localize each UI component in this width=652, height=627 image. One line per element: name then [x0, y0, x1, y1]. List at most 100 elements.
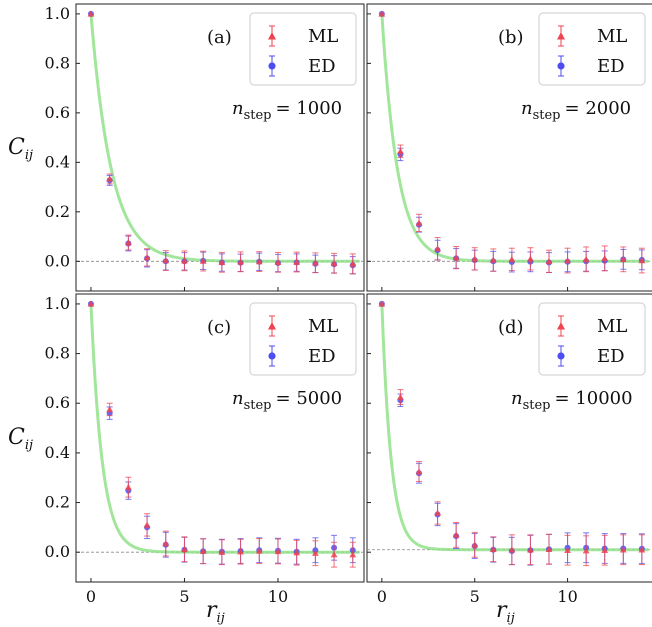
legend-label-ml: ML: [308, 26, 338, 47]
y-tick-label: 0.6: [45, 103, 70, 122]
x-axis-label: rij: [496, 598, 515, 626]
series-ml: [378, 10, 646, 274]
data-point-ml: [545, 257, 553, 265]
plot-frame: [366, 293, 652, 583]
data-point-ml: [508, 546, 516, 553]
data-point-ml: [397, 147, 404, 154]
data-point-ml: [218, 258, 226, 266]
data-point-ml: [293, 258, 301, 265]
data-point-ml: [564, 257, 571, 264]
y-tick-label: 0.0: [45, 542, 70, 561]
panel-a: 0.0 0.2 0.4 0.6 0.8 1.0 (a) ML ED nstep = 1000 Cij: [8, 3, 365, 292]
data-point-ml: [638, 546, 646, 553]
nstep-annotation: nstep = 5000: [232, 388, 342, 413]
nstep-annotation-symbol: n: [232, 388, 244, 409]
nstep-annotation-subscript: step: [244, 398, 272, 413]
y-axis-label-subscript: ij: [25, 148, 33, 163]
data-point-ml: [452, 531, 460, 538]
data-point-ml: [601, 254, 609, 262]
nstep-annotation-value: = 2000: [565, 98, 632, 119]
data-point-ml: [124, 483, 132, 490]
data-point-ml: [527, 255, 534, 262]
panel-d: 0 5 10 (d) ML ED nstep = 10000 rij: [366, 293, 652, 626]
data-point-ml: [397, 393, 404, 400]
x-axis-label: rij: [206, 598, 225, 626]
data-point-ml: [619, 255, 627, 263]
data-point-ml: [349, 551, 357, 558]
panel-c: 0.0 0.2 0.4 0.6 0.8 1.0 0 5 10 (c) ML ED nstep = 5000…: [8, 293, 365, 626]
x-tick-label: 10: [557, 587, 577, 606]
y-axis-label-subscript: ij: [25, 438, 33, 453]
panel-label: (b): [498, 27, 524, 48]
legend-label-ed: ED: [597, 346, 625, 367]
x-tick-label: 10: [268, 587, 288, 606]
legend-marker-ml: [268, 322, 276, 330]
data-point-ml: [564, 546, 571, 553]
data-point-ml: [489, 545, 497, 552]
data-point-ml: [124, 239, 132, 246]
data-point-ml: [181, 257, 188, 264]
nstep-annotation-symbol: n: [232, 98, 244, 119]
legend-marker-ed: [268, 62, 276, 70]
series-ml: [87, 300, 357, 568]
nstep-annotation-symbol: n: [511, 388, 523, 409]
y-axis-label: Cij: [8, 425, 33, 453]
data-point-ml: [237, 258, 244, 265]
y-tick-label: 0.2: [45, 493, 70, 512]
legend-label-ml: ML: [597, 26, 627, 47]
data-point-ml: [311, 549, 319, 556]
data-point-ml: [199, 257, 207, 264]
plot-frame: [75, 293, 365, 583]
y-tick-label: 0.4: [45, 443, 70, 462]
data-point-ml: [452, 254, 460, 261]
data-point-ml: [349, 260, 357, 267]
legend-label-ml: ML: [308, 316, 338, 337]
data-point-ml: [434, 509, 441, 516]
data-point-ml: [181, 545, 188, 552]
data-point-ml: [311, 259, 319, 266]
x-tick-label: 0: [86, 587, 96, 606]
data-point-ml: [619, 546, 627, 553]
data-point-ml: [378, 300, 386, 307]
data-point-ml: [415, 468, 423, 475]
nstep-annotation: nstep = 2000: [521, 98, 631, 123]
y-axis-label: Cij: [8, 135, 33, 163]
y-tick-label: 0.0: [45, 251, 70, 270]
legend-label-ed: ED: [597, 56, 625, 77]
legend-marker-ml: [268, 32, 276, 40]
legend-marker-ed: [557, 62, 565, 70]
y-tick-label: 0.6: [45, 393, 70, 412]
panel-label: (c): [207, 317, 231, 338]
data-point-ml: [471, 541, 479, 548]
y-tick-label: 0.8: [45, 344, 70, 363]
legend-box: [538, 12, 646, 86]
y-axis-label-symbol: C: [8, 135, 25, 160]
series-ml: [378, 300, 646, 567]
legend-marker-ed: [557, 352, 565, 360]
data-point-ml: [143, 521, 151, 528]
x-tick-label: 5: [470, 587, 480, 606]
legend-marker-ml: [557, 322, 565, 330]
data-point-ml: [330, 551, 338, 558]
data-point-ml: [471, 255, 479, 262]
nstep-annotation-value: = 1000: [276, 98, 343, 119]
legend-box: [249, 12, 357, 86]
nstep-annotation-value: = 5000: [276, 388, 343, 409]
data-point-ml: [415, 219, 423, 226]
data-point-ml: [199, 547, 207, 554]
data-point-ml: [106, 175, 114, 182]
data-point-ml: [255, 258, 263, 265]
nstep-annotation-subscript: step: [244, 108, 272, 123]
legend-label-ed: ED: [308, 56, 336, 77]
legend-marker-ed: [268, 352, 276, 360]
x-axis-label-subscript: ij: [217, 611, 225, 626]
data-point-ml: [274, 258, 282, 266]
data-point-ml: [378, 10, 386, 17]
data-point-ml: [638, 257, 646, 264]
legend-label-ed: ED: [308, 346, 336, 367]
legend-box: [249, 302, 357, 376]
y-tick-label: 0.4: [45, 152, 70, 171]
plot-frame: [75, 3, 365, 292]
data-point-ml: [582, 255, 590, 263]
data-point-ml: [143, 253, 151, 261]
